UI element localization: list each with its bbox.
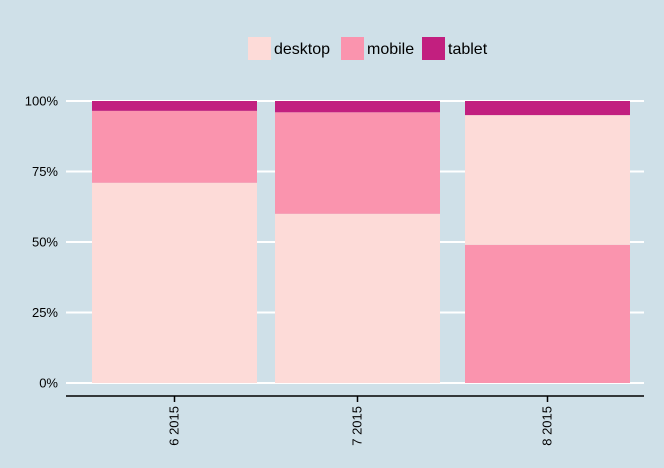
x-tick-label: 7 2015 bbox=[350, 406, 365, 446]
bar-desktop bbox=[275, 213, 440, 383]
bar-mobile bbox=[275, 112, 440, 214]
legend-label-tablet: tablet bbox=[448, 41, 488, 58]
y-tick-label: 100% bbox=[25, 94, 59, 109]
x-tick-label: 6 2015 bbox=[167, 406, 182, 446]
bar-mobile bbox=[465, 244, 630, 383]
y-tick-label: 0% bbox=[39, 376, 58, 391]
legend-swatch-mobile bbox=[341, 37, 364, 60]
x-tick-label: 8 2015 bbox=[540, 406, 555, 446]
y-tick-label: 75% bbox=[32, 164, 58, 179]
y-tick-label: 50% bbox=[32, 235, 58, 250]
bars bbox=[92, 101, 630, 383]
legend-swatch-desktop bbox=[248, 37, 271, 60]
y-tick-label: 25% bbox=[32, 305, 58, 320]
legend-label-mobile: mobile bbox=[367, 41, 414, 58]
bar-desktop bbox=[465, 115, 630, 245]
bar-tablet bbox=[92, 101, 257, 111]
axes: 0% 25% 50% 75% 100% 6 2015 7 2015 8 2015 bbox=[25, 94, 644, 446]
legend-swatch-tablet bbox=[422, 37, 445, 60]
bar-tablet bbox=[465, 101, 630, 116]
legend-label-desktop: desktop bbox=[274, 41, 330, 58]
bar-mobile bbox=[92, 110, 257, 183]
bar-desktop bbox=[92, 182, 257, 383]
bar-tablet bbox=[275, 101, 440, 113]
legend: desktop mobile tablet bbox=[248, 37, 488, 60]
